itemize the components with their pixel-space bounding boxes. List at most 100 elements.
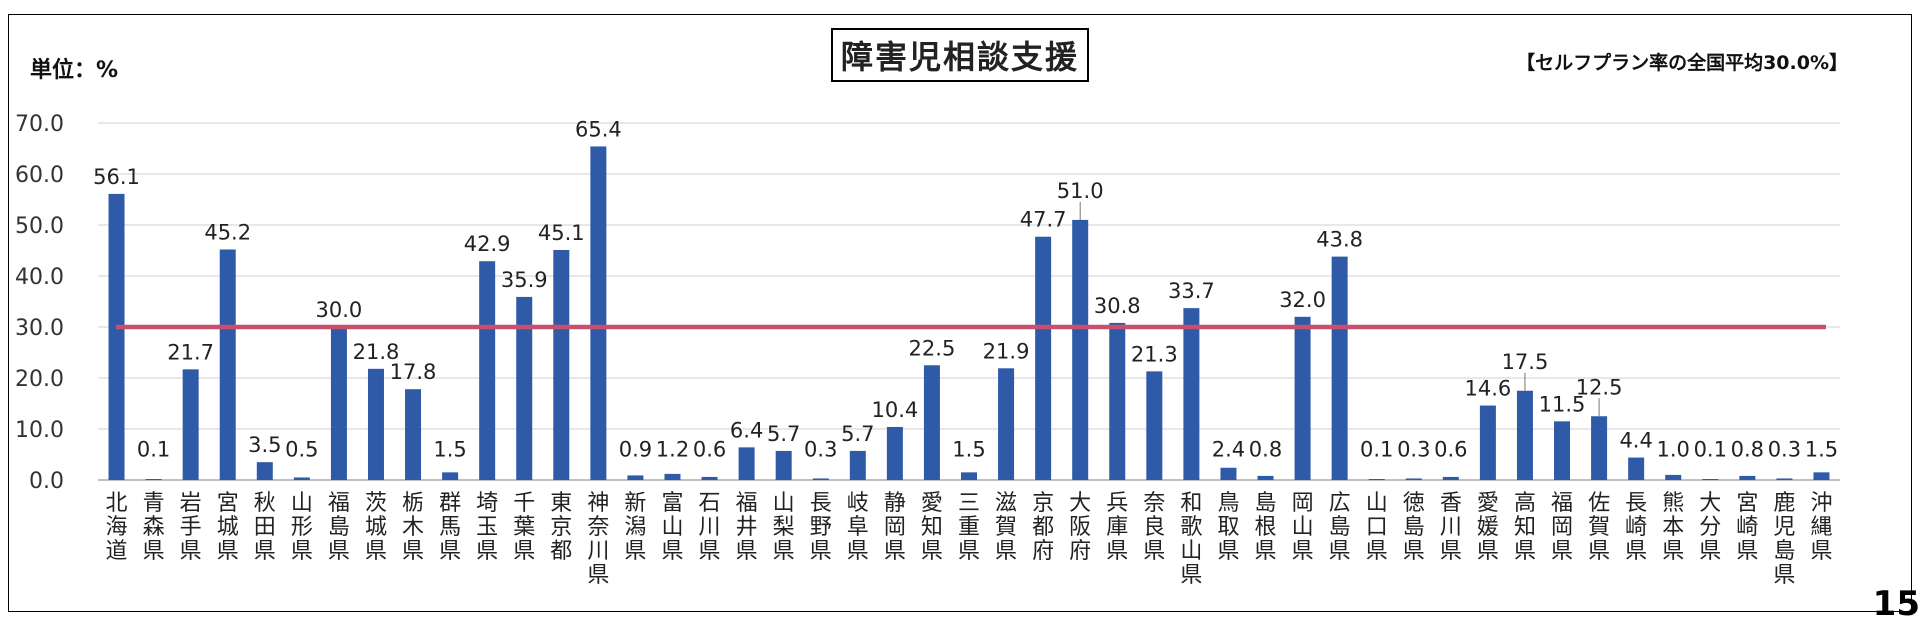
bar <box>1591 416 1608 480</box>
category-label: 高知県 <box>1514 491 1536 564</box>
category-label: 長野県 <box>810 491 832 564</box>
category-label: 大阪府 <box>1069 491 1091 564</box>
bar <box>1516 390 1533 480</box>
bar <box>1405 478 1422 480</box>
bar <box>219 249 236 480</box>
bar <box>1739 475 1756 480</box>
data-label: 0.8 <box>1731 438 1764 462</box>
chart-title: 障害児相談支援 <box>831 28 1089 82</box>
bar <box>1368 479 1385 480</box>
bar <box>961 472 977 480</box>
bar <box>849 450 866 480</box>
data-label: 14.6 <box>1465 377 1512 401</box>
data-label: 4.4 <box>1619 429 1652 453</box>
y-tick-label: 0.0 <box>29 469 64 494</box>
category-label: 青森県 <box>143 491 165 564</box>
category-label: 三重県 <box>958 491 980 564</box>
bar <box>664 473 681 480</box>
category-label: 長崎県 <box>1625 491 1647 564</box>
bar <box>812 478 829 480</box>
data-label: 1.2 <box>656 438 689 462</box>
data-label: 17.8 <box>390 360 437 384</box>
bar <box>1479 405 1496 480</box>
category-label: 山形県 <box>291 491 313 564</box>
page-number: 15 <box>1872 584 1920 624</box>
bar <box>775 450 792 480</box>
y-tick-label: 50.0 <box>15 214 64 239</box>
category-label: 和歌山県 <box>1180 491 1202 588</box>
bar <box>1665 474 1682 480</box>
data-label: 1.5 <box>1805 438 1838 462</box>
category-label: 東京都 <box>550 491 572 564</box>
category-label: 北海道 <box>106 491 128 564</box>
data-label: 1.5 <box>433 438 466 462</box>
y-tick-label: 30.0 <box>15 316 64 341</box>
national-average-note: 【セルフプラン率の全国平均30.0%】 <box>1516 52 1848 74</box>
y-tick-label: 10.0 <box>15 418 64 443</box>
category-label: 奈良県 <box>1143 491 1165 564</box>
bar <box>516 296 533 480</box>
data-label: 5.7 <box>841 422 874 446</box>
data-label: 0.3 <box>1397 438 1430 462</box>
category-label: 山梨県 <box>773 491 795 564</box>
bar <box>923 365 940 480</box>
bar <box>1257 475 1274 480</box>
data-label: 42.9 <box>464 232 511 256</box>
y-tick-label: 60.0 <box>15 163 64 188</box>
category-label: 大分県 <box>1699 491 1721 564</box>
category-label: 福島県 <box>328 491 350 564</box>
data-label: 5.7 <box>767 422 800 446</box>
category-label: 熊本県 <box>1662 491 1684 564</box>
category-label: 秋田県 <box>254 491 276 564</box>
data-label: 47.7 <box>1020 208 1067 232</box>
data-label: 1.0 <box>1657 438 1690 462</box>
data-label: 21.9 <box>983 339 1030 363</box>
category-label: 鹿児島県 <box>1773 491 1795 588</box>
category-label: 茨城県 <box>365 491 387 564</box>
bar <box>1294 316 1311 480</box>
category-label: 福井県 <box>736 491 758 564</box>
bar <box>405 389 422 480</box>
bar <box>479 261 496 480</box>
data-label: 2.4 <box>1212 438 1245 462</box>
category-label: 福岡県 <box>1551 491 1573 564</box>
category-label: 兵庫県 <box>1106 491 1128 564</box>
bar <box>590 146 607 480</box>
bar <box>293 477 310 480</box>
category-label: 愛媛県 <box>1477 491 1499 564</box>
data-label: 21.7 <box>167 340 214 364</box>
data-label: 51.0 <box>1057 179 1104 203</box>
category-label: 徳島県 <box>1403 491 1425 564</box>
data-label: 0.8 <box>1249 438 1282 462</box>
category-label: 神奈川県 <box>587 491 609 588</box>
chart-frame <box>8 14 1912 612</box>
bar <box>1146 371 1163 480</box>
data-label: 0.1 <box>1694 438 1727 462</box>
data-label: 0.3 <box>1768 438 1801 462</box>
category-label: 岩手県 <box>180 491 202 564</box>
category-label: 富山県 <box>661 491 683 564</box>
data-label: 30.0 <box>316 298 363 322</box>
bar <box>442 472 459 480</box>
data-label: 0.1 <box>137 438 170 462</box>
bar <box>182 369 199 480</box>
data-label: 45.2 <box>204 220 251 244</box>
bar <box>998 368 1015 480</box>
data-label: 0.6 <box>1434 438 1467 462</box>
bar <box>1109 322 1126 480</box>
bar <box>256 462 273 480</box>
category-label: 京都府 <box>1032 491 1054 564</box>
data-label: 56.1 <box>93 165 140 189</box>
category-label: 岡山県 <box>1292 491 1314 564</box>
category-label: 石川県 <box>699 491 721 564</box>
unit-label: 単位：% <box>30 58 119 83</box>
bar <box>367 368 384 480</box>
data-label: 21.3 <box>1131 342 1178 366</box>
data-label: 1.5 <box>952 438 985 462</box>
bar <box>108 193 125 480</box>
data-label: 65.4 <box>575 117 622 141</box>
category-label: 千葉県 <box>513 491 535 564</box>
bar <box>1035 236 1052 480</box>
category-label: 新潟県 <box>624 491 646 564</box>
bar <box>1813 472 1830 480</box>
